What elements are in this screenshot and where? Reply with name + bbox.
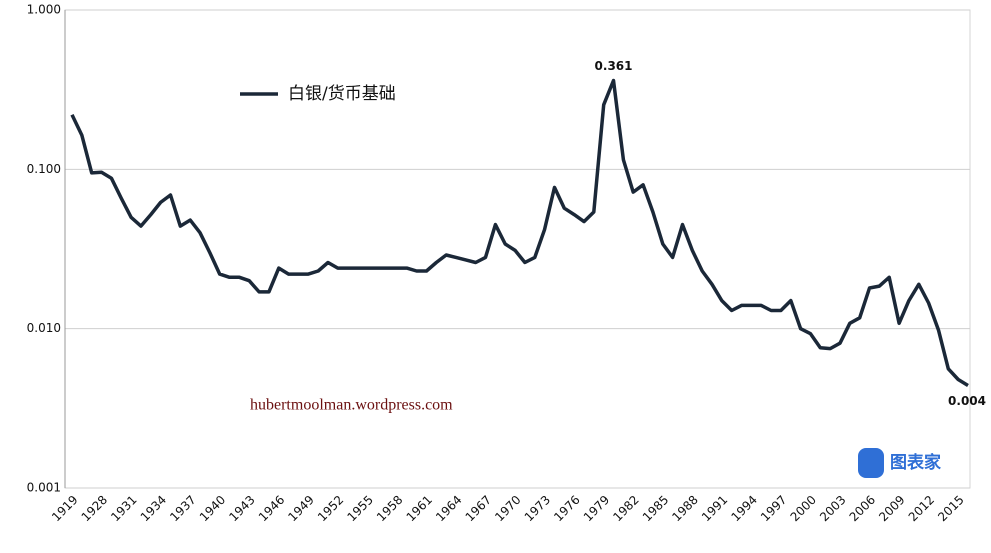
logo-icon (858, 448, 884, 478)
y-tick-label: 0.100 (27, 162, 61, 176)
y-tick-label: 1.000 (27, 3, 61, 17)
x-tick-label: 1937 (167, 493, 198, 524)
x-tick-label: 1985 (640, 493, 671, 524)
x-tick-label: 1949 (285, 493, 316, 524)
x-tick-label: 1931 (108, 493, 139, 524)
y-tick-label: 0.001 (27, 481, 61, 495)
x-tick-label: 1994 (728, 493, 759, 524)
data-label: 0.004 (948, 394, 986, 408)
data-label: 0.361 (595, 59, 633, 73)
x-tick-label: 1958 (374, 493, 405, 524)
x-tick-label: 2012 (906, 493, 937, 524)
x-tick-label: 1967 (463, 493, 494, 524)
data-line (70, 78, 969, 387)
x-tick-label: 1979 (581, 493, 612, 524)
x-tick-label: 1928 (79, 493, 110, 524)
x-tick-label: 1961 (404, 493, 435, 524)
watermark: 图表家 (890, 452, 941, 473)
x-tick-label: 1946 (256, 493, 287, 524)
legend-label: 白银/货币基础 (288, 84, 396, 104)
x-tick-label: 1940 (197, 493, 228, 524)
x-tick-label: 1964 (433, 493, 464, 524)
x-tick-label: 1970 (492, 493, 523, 524)
x-tick-label: 2009 (876, 493, 907, 524)
x-tick-label: 1988 (669, 493, 700, 524)
x-tick-label: 1991 (699, 493, 730, 524)
source-label: hubertmoolman.wordpress.com (250, 397, 453, 414)
x-tick-label: 1919 (49, 493, 80, 524)
x-tick-label: 2006 (847, 493, 878, 524)
x-tick-label: 1934 (138, 493, 169, 524)
x-tick-label: 2000 (788, 493, 819, 524)
x-tick-label: 1997 (758, 493, 789, 524)
x-tick-label: 1973 (522, 493, 553, 524)
x-tick-label: 1982 (610, 493, 641, 524)
x-tick-label: 2015 (935, 493, 966, 524)
x-tick-label: 2003 (817, 493, 848, 524)
x-tick-label: 1976 (551, 493, 582, 524)
y-tick-label: 0.010 (27, 321, 61, 335)
x-tick-label: 1943 (226, 493, 257, 524)
plot-frame (64, 9, 971, 489)
x-tick-label: 1955 (344, 493, 375, 524)
x-tick-label: 1952 (315, 493, 346, 524)
